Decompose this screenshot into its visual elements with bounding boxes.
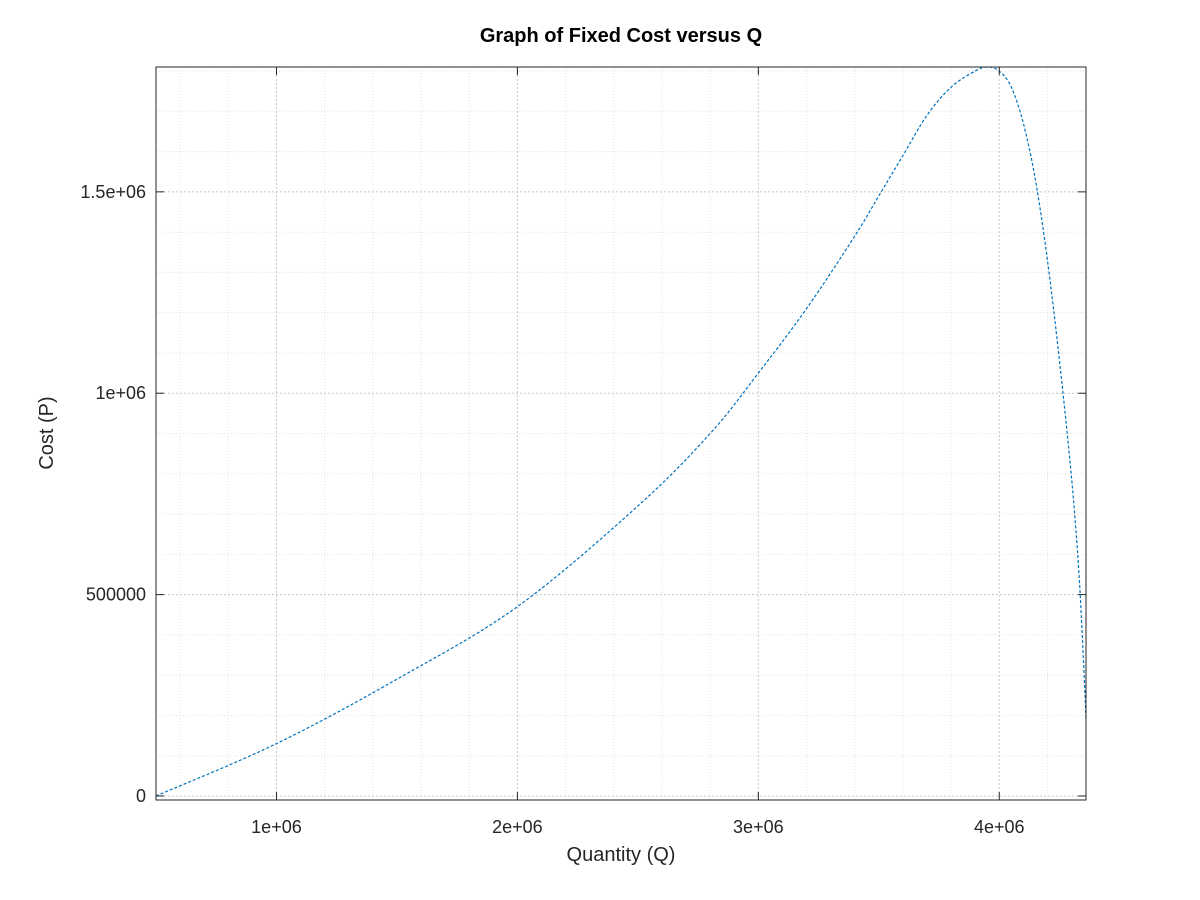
ticks: 1e+06 2e+06 3e+06 4e+06 0 500000 1e+06 1.5e+06 (80, 67, 1086, 837)
x-tick-label: 2e+06 (492, 817, 543, 837)
grid (156, 67, 1086, 800)
series-layer (155, 66, 1087, 797)
x-axis-label: Quantity (Q) (567, 844, 676, 866)
x-tick-label: 1e+06 (251, 817, 302, 837)
x-tick-label: 3e+06 (733, 817, 784, 837)
plot-frame (155, 66, 1087, 801)
y-tick-label: 1e+06 (95, 383, 146, 403)
x-tick-label: 4e+06 (974, 817, 1025, 837)
y-axis-label: Cost (P) (36, 396, 58, 469)
y-tick-label: 0 (136, 786, 146, 806)
y-tick-label: 500000 (86, 585, 146, 605)
series-line (155, 66, 1087, 797)
chart-title: Graph of Fixed Cost versus Q (480, 25, 762, 47)
y-tick-label: 1.5e+06 (80, 182, 146, 202)
